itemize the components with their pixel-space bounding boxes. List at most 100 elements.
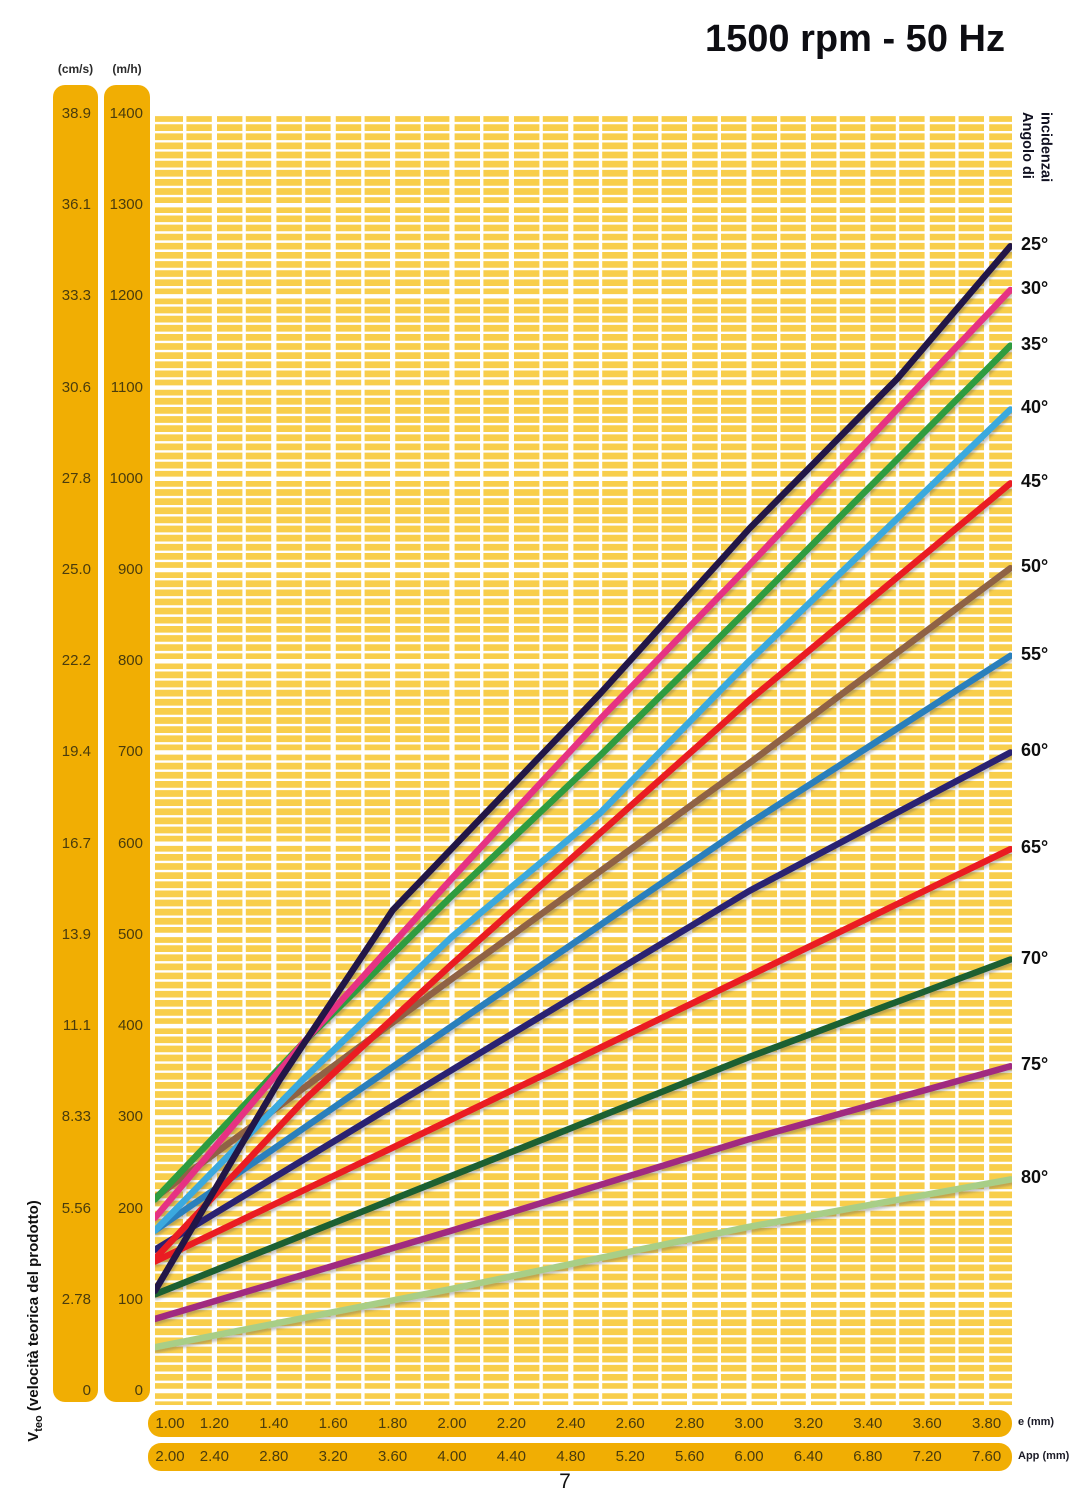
x-tick-app: 6.80 (853, 1448, 883, 1465)
series-line-25 (155, 242, 1012, 1294)
y-tick-mh: 0 (134, 1382, 143, 1399)
y-tick-mh: 700 (117, 743, 143, 761)
angle-label-25: 25° (1021, 234, 1049, 255)
x-axis-label-e: e (mm) (1018, 1416, 1055, 1428)
y-tick-cms: 33.3 (61, 287, 91, 305)
y-tick-cms: 5.56 (61, 1199, 91, 1217)
x-tick-app: 7.20 (912, 1448, 942, 1465)
y-tick-cms: 25.0 (61, 561, 91, 579)
y-tick-mh: 400 (117, 1017, 143, 1035)
x-tick-e: 2.40 (556, 1415, 586, 1432)
series-line-75 (155, 1063, 1012, 1323)
y-tick-cms: 27.8 (61, 469, 91, 487)
x-tick-e: 3.80 (971, 1415, 1002, 1432)
angle-label-60: 60° (1021, 740, 1049, 761)
x-tick-app: 7.60 (971, 1448, 1002, 1465)
angle-label-45: 45° (1021, 471, 1049, 492)
right-axis-title: Angolo di incidenzai (1017, 112, 1055, 182)
x-tick-app: 3.60 (377, 1448, 408, 1465)
series-line-70 (155, 956, 1012, 1298)
x-tick-app: 5.60 (674, 1448, 705, 1465)
angle-label-75: 75° (1021, 1054, 1049, 1075)
angle-label-35: 35° (1021, 333, 1049, 354)
y-tick-cms: 16.7 (61, 834, 91, 852)
x-axis-bar-app: 2.00 2.40 2.80 3.20 3.60 4.00 4.40 4.80 5.20 5.60… (148, 1443, 1012, 1471)
y-tick-mh: 600 (117, 834, 143, 852)
unit-header-cms: (cm/s) (57, 62, 94, 76)
right-axis-title-line2: incidenzai (1037, 112, 1054, 183)
x-axis-label-app: App (mm) (1018, 1450, 1070, 1462)
y-axis-bar-mh: 1400 1300 1200 1100 1000 900 800 700 600 500 400 30… (104, 85, 150, 1402)
y-axis-title-main: V (25, 1431, 42, 1442)
y-tick-mh: 1400 (109, 104, 143, 122)
angle-label-65: 65° (1021, 837, 1049, 858)
angle-label-70: 70° (1021, 947, 1049, 968)
x-tick-e: 2.80 (674, 1415, 705, 1432)
x-tick-e: 1.80 (377, 1415, 408, 1432)
x-tick-app: 5.20 (615, 1448, 645, 1465)
series-lines (155, 242, 1012, 1351)
grid (155, 111, 1012, 1405)
x-tick-e: 3.60 (912, 1415, 942, 1432)
series-line-45 (155, 480, 1012, 1262)
series-line-30 (155, 286, 1012, 1221)
series-line-40 (155, 406, 1012, 1234)
x-tick-e: 2.00 (437, 1415, 467, 1432)
angle-label-50: 50° (1021, 556, 1049, 577)
x-tick-e: 3.20 (793, 1415, 823, 1432)
x-tick-app: 3.20 (318, 1448, 348, 1465)
page-number: 7 (559, 1470, 571, 1493)
angle-label-55: 55° (1021, 643, 1049, 664)
x-axis-bar-e: 1.00 1.20 1.40 1.60 1.80 2.00 2.20 2.40 2.60 2.80… (148, 1410, 1012, 1437)
y-tick-mh: 1200 (109, 287, 143, 305)
y-tick-cms: 11.1 (62, 1017, 91, 1035)
y-tick-cms: 13.9 (61, 925, 91, 943)
y-tick-mh: 1100 (110, 378, 143, 396)
y-tick-cms: 30.6 (61, 378, 91, 396)
y-tick-mh: 300 (117, 1108, 143, 1126)
y-tick-cms: 2.78 (61, 1290, 91, 1308)
y-axis-bar-cms: 38.9 36.1 33.3 30.6 27.8 25.0 22.2 19.4 16.7 13.9… (53, 85, 98, 1402)
x-tick-e: 1.20 (199, 1415, 229, 1432)
y-tick-cms: 38.9 (61, 104, 91, 122)
series-line-80 (155, 1176, 1012, 1351)
x-tick-app: 2.80 (259, 1448, 289, 1465)
y-tick-mh: 100 (117, 1290, 143, 1308)
angle-label-80: 80° (1021, 1167, 1049, 1188)
x-tick-e: 3.40 (853, 1415, 883, 1432)
series-line-60 (155, 749, 1012, 1253)
y-tick-mh: 1000 (109, 469, 143, 487)
x-tick-app: 4.80 (556, 1448, 586, 1465)
y-tick-mh: 800 (117, 652, 143, 670)
x-tick-e: 1.40 (259, 1415, 289, 1432)
x-tick-e: 2.20 (496, 1415, 526, 1432)
y-tick-mh: 200 (117, 1199, 143, 1217)
y-tick-cms: 19.4 (61, 743, 91, 761)
x-tick-e: 3.00 (734, 1415, 764, 1432)
series-line-55 (155, 652, 1012, 1234)
x-tick-app: 4.40 (496, 1448, 526, 1465)
y-tick-mh: 900 (117, 561, 143, 579)
unit-header-mh: (m/h) (112, 62, 142, 76)
x-tick-app: 2.40 (199, 1448, 229, 1465)
y-tick-cms: 0 (82, 1382, 91, 1399)
x-tick-app: 2.00 (155, 1448, 185, 1465)
series-line-65 (155, 845, 1012, 1265)
y-tick-cms: 22.2 (61, 652, 91, 670)
y-tick-cms: 36.1 (61, 196, 91, 214)
y-tick-mh: 1300 (109, 196, 143, 214)
angle-label-40: 40° (1021, 397, 1049, 418)
right-axis-title-line1: Angolo di (1018, 112, 1035, 179)
y-tick-mh: 500 (117, 925, 143, 943)
y-tick-cms: 8.33 (61, 1108, 91, 1126)
x-tick-e: 1.00 (155, 1415, 185, 1432)
x-tick-app: 4.00 (437, 1448, 467, 1465)
x-tick-e: 1.60 (318, 1415, 348, 1432)
series-line-50 (155, 564, 1012, 1201)
y-axis-title: Vteo (velocità teorica del prodotto) (25, 1121, 51, 1500)
y-axis-title-rest: (velocità teorica del prodotto) (25, 1200, 42, 1416)
x-tick-app: 6.00 (734, 1448, 764, 1465)
chart-title: 1500 rpm - 50 Hz (705, 18, 1005, 60)
x-tick-app: 6.40 (793, 1448, 823, 1465)
